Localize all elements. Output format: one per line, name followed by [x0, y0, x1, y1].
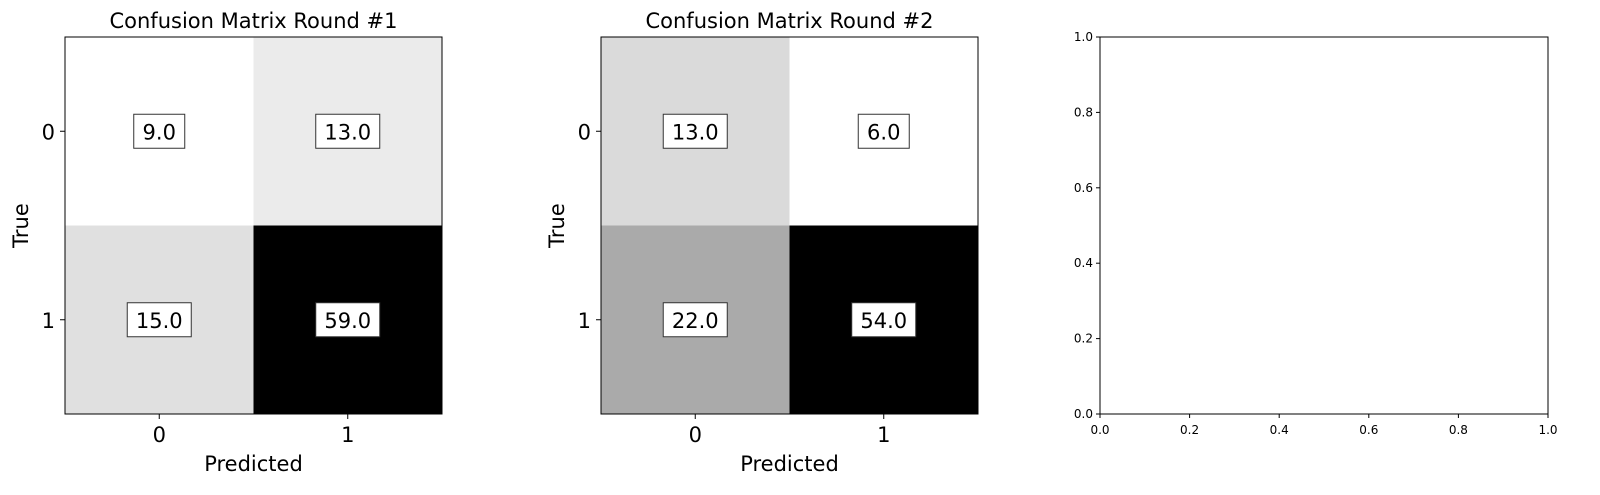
x-axis-label: Predicted: [204, 452, 303, 476]
y-tick-label: 0.4: [1074, 256, 1093, 270]
cell-value-label: 54.0: [860, 309, 907, 333]
cell-label-box: [315, 113, 381, 149]
y-tick-label: 1: [578, 309, 591, 333]
cell-label-box: [315, 302, 381, 338]
y-tick-label: 0: [42, 120, 55, 144]
x-tick-label: 0.4: [1270, 423, 1289, 437]
cell-label-box: [857, 113, 910, 149]
x-tick-label: 0: [153, 423, 166, 447]
empty-axes-panel: 0.0 0.2 0.4 0.6 0.8 1.0 0.0 0.2 0.4 0.6 0.8 1.0: [1074, 30, 1558, 437]
y-tick-label: 0.0: [1074, 407, 1093, 421]
cell-value-label: 13.0: [324, 120, 371, 144]
cell-label-box: [133, 113, 186, 149]
cell-value-label: 22.0: [672, 309, 719, 333]
cell-value-label: 9.0: [143, 120, 176, 144]
y-tick-label: 1: [42, 309, 55, 333]
y-tick-label: 0.8: [1074, 105, 1093, 119]
cell-value-label: 15.0: [136, 309, 183, 333]
chart-title: Confusion Matrix Round #1: [109, 9, 397, 33]
heatmap-panel-1: 9.0 13.0 15.0 59.0 0 1 0 1 Confusion Matrix Roun…: [9, 9, 443, 476]
x-tick-label: 1: [341, 423, 354, 447]
x-tick-label: 1: [877, 423, 890, 447]
x-tick-label: 0: [689, 423, 702, 447]
x-tick-label: 0.2: [1180, 423, 1199, 437]
cell-value-label: 13.0: [672, 120, 719, 144]
x-tick-label: 1.0: [1538, 423, 1557, 437]
cell-label-box: [662, 302, 728, 338]
cell-label-box: [662, 113, 728, 149]
axes-frame: [600, 36, 979, 415]
cell-value-label: 59.0: [324, 309, 371, 333]
y-tick-label: 0.2: [1074, 332, 1093, 346]
x-axis-label: Predicted: [740, 452, 839, 476]
chart-title: Confusion Matrix Round #2: [645, 9, 933, 33]
x-tick-label: 0.0: [1090, 423, 1109, 437]
y-axis-label: True: [9, 203, 33, 249]
y-tick-label: 0.6: [1074, 181, 1093, 195]
y-axis-label: True: [545, 203, 569, 249]
axes-frame: [64, 36, 443, 415]
cell-label-box: [126, 302, 192, 338]
y-tick-label: 1.0: [1074, 30, 1093, 44]
cell-label-box: [851, 302, 917, 338]
y-tick-label: 0: [578, 120, 591, 144]
x-tick-label: 0.6: [1359, 423, 1378, 437]
cell-value-label: 6.0: [867, 120, 900, 144]
axes-frame: [1099, 36, 1549, 415]
x-tick-label: 0.8: [1449, 423, 1468, 437]
heatmap-panel-2: 13.0 6.0 22.0 54.0 0 1 0 1 Confusion Matrix Roun…: [545, 9, 979, 476]
